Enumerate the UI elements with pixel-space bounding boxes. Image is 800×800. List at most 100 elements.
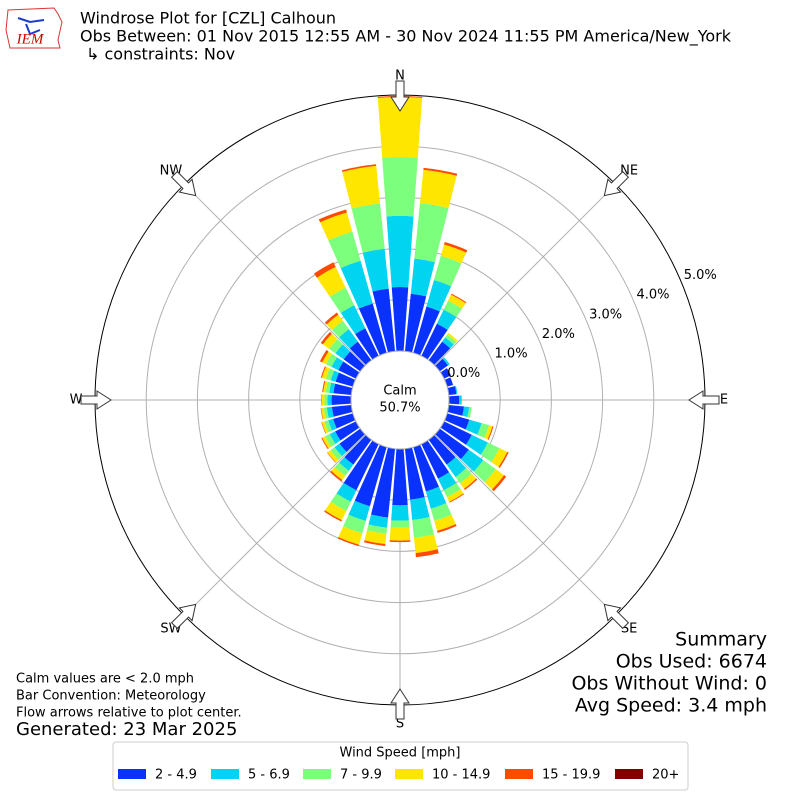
legend-label: 2 - 4.9 <box>155 768 197 783</box>
bar-segment <box>465 434 488 455</box>
bar-segment <box>364 530 387 545</box>
calm-label: Calm <box>383 384 416 399</box>
bar-segment <box>329 287 355 313</box>
summary: Summary <box>675 629 767 651</box>
bar-segment <box>343 514 366 534</box>
bar-segment <box>444 242 468 253</box>
bar-segment <box>433 255 462 287</box>
bar-segment <box>339 329 358 349</box>
legend-swatch <box>395 769 423 779</box>
legend-box <box>112 741 689 791</box>
bar-segment <box>454 385 458 395</box>
bar-segment <box>338 361 360 379</box>
bar-segment <box>426 279 452 312</box>
direction-label: N <box>395 69 405 84</box>
legend-swatch <box>118 769 146 779</box>
bar-segment <box>363 540 386 547</box>
bar-segment <box>335 421 360 441</box>
bar-segment <box>455 468 472 484</box>
bar-segment <box>389 527 411 541</box>
bar-segment <box>413 306 440 356</box>
bar-segment <box>414 534 438 554</box>
legend-label: 5 - 6.9 <box>248 768 290 783</box>
bar-segment <box>480 442 500 463</box>
bar-segment <box>316 266 346 297</box>
bar-segment <box>484 425 493 440</box>
arrow-shape <box>170 603 197 630</box>
bar-segment <box>343 440 379 491</box>
bar-segment <box>410 497 430 521</box>
legend-label: 20+ <box>652 768 679 783</box>
bar-segment <box>324 501 347 521</box>
bar-segment <box>330 370 339 382</box>
bar-segment <box>329 431 341 444</box>
bar-segment <box>389 540 411 543</box>
bar-segment <box>442 357 450 366</box>
bar-segment <box>327 394 332 406</box>
bar-segment <box>372 288 396 353</box>
radial-tick-label: 4.0% <box>636 288 669 303</box>
note: Bar Convention: Meteorology <box>16 689 206 704</box>
bar-segment <box>325 368 335 381</box>
bar-segment <box>314 262 336 278</box>
bar-segment <box>477 423 490 438</box>
bar-segment <box>336 482 357 502</box>
bar-segment <box>335 344 351 360</box>
bar-segment <box>414 203 449 263</box>
bar-segment <box>386 215 414 288</box>
bar-segment <box>329 339 343 354</box>
bar-segment <box>328 231 361 268</box>
bar-segment <box>323 407 329 419</box>
bar-segment <box>321 437 329 450</box>
bar-segment <box>448 294 466 309</box>
bar-segment <box>324 510 342 522</box>
bar-segment <box>340 305 366 335</box>
bar-segment <box>442 337 454 349</box>
note: Flow arrows relative to plot center. <box>16 706 242 721</box>
direction-label: W <box>70 393 83 408</box>
bar-segment <box>358 303 387 356</box>
radial-tick-label: 1.0% <box>495 347 528 362</box>
chart-title: Windrose Plot for [CZL] Calhoun <box>80 9 336 28</box>
bar-segment <box>435 428 469 460</box>
direction-arrow <box>390 688 410 720</box>
bar-segment <box>420 169 457 209</box>
bar-segment <box>447 386 457 396</box>
bar-segment <box>447 404 465 416</box>
bar-segment <box>492 475 507 492</box>
bar-segment <box>349 341 372 365</box>
bar-segment <box>377 97 423 158</box>
bar-segment <box>342 165 381 209</box>
bar-segment <box>318 209 347 223</box>
bar-segment <box>338 526 363 545</box>
bar-segment <box>320 408 324 420</box>
grid-spoke <box>434 434 617 617</box>
bar-segment <box>331 394 352 406</box>
bar-segment <box>443 482 461 498</box>
direction-arrow <box>603 603 630 630</box>
bar-segment <box>322 351 332 365</box>
bar-segment <box>343 351 365 372</box>
arrow-shape <box>603 170 630 197</box>
bar-segment <box>435 358 449 372</box>
grid-spoke <box>183 434 366 617</box>
bar-segment <box>355 328 379 360</box>
bar-segment <box>331 320 349 338</box>
bar-segment <box>339 428 365 453</box>
arrow-shape <box>390 80 410 112</box>
logo-text: IEM <box>16 31 45 47</box>
bar-segment <box>412 516 434 538</box>
bar-segment <box>440 244 467 264</box>
bar-segment <box>423 167 458 176</box>
bar-segment <box>324 434 336 447</box>
bar-segment <box>321 407 326 420</box>
bar-segment <box>319 350 329 363</box>
bar-segment <box>391 287 409 352</box>
bar-segment <box>324 394 328 406</box>
bar-segment <box>354 444 387 507</box>
bar-segment <box>413 444 439 492</box>
bar-segment <box>460 449 484 472</box>
summary: Obs Used: 6674 <box>616 651 767 673</box>
radial-tick-label: 2.0% <box>542 327 575 342</box>
